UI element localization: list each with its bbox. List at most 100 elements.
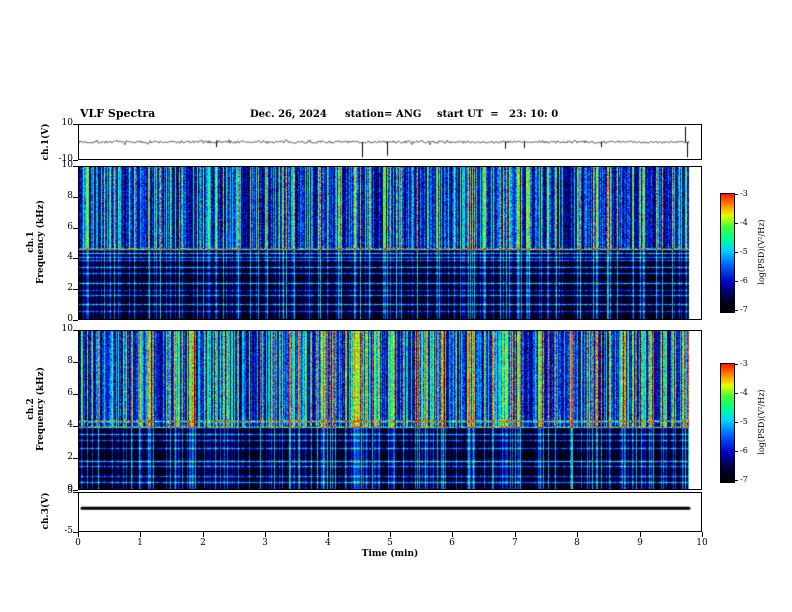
x-axis-title: Time (min) [361, 549, 419, 559]
y-tick-label: 4 [67, 252, 73, 263]
y-tick-label: 0 [67, 314, 73, 324]
y-tick-mark [73, 490, 78, 491]
colorbar-tick-mark [734, 194, 738, 195]
colorbar-ch1 [720, 193, 735, 313]
y-tick-mark [73, 492, 78, 493]
y-tick-mark [73, 330, 78, 331]
x-tick-mark [328, 532, 329, 537]
x-tick-label: 5 [387, 538, 393, 548]
y-tick-label: 8 [67, 356, 73, 366]
y-tick-mark [73, 166, 78, 167]
y-tick-label: 5 [67, 486, 73, 496]
y-tick-label: 10 [61, 324, 73, 334]
y-tick-label: 4 [67, 420, 73, 430]
ch2-frequency-axis-label-line2: Frequency (kHz) [36, 366, 46, 452]
y-tick-label: 10 [61, 160, 73, 170]
x-tick-mark [702, 532, 703, 537]
ch2-spectrogram-panel [78, 330, 702, 490]
ch1-frequency-axis-label-line1: ch.1 [26, 231, 36, 253]
ch1-spectrogram-canvas [79, 167, 701, 319]
y-tick-mark [73, 197, 78, 198]
colorbar-tick-mark [734, 223, 738, 224]
colorbar-tick-mark [734, 480, 738, 481]
x-tick-label: 9 [637, 538, 643, 548]
figure-title: VLF Spectra [80, 107, 156, 120]
ch3-voltage-axis-label: ch.3(V) [41, 492, 51, 530]
y-tick-mark [73, 426, 78, 427]
x-tick-mark [640, 532, 641, 537]
colorbar-tick-label: -7 [740, 305, 748, 314]
y-tick-label: 10 [61, 118, 73, 128]
ch1-frequency-axis-label-line2: Frequency (kHz) [36, 199, 46, 285]
start-ut-label: start UT = 23: 10: 0 [437, 109, 559, 120]
y-tick-mark [73, 362, 78, 363]
x-tick-label: 2 [200, 538, 206, 548]
x-tick-label: 8 [574, 538, 580, 548]
ch1-spectrogram-panel [78, 166, 702, 320]
y-tick-label: 6 [67, 388, 73, 398]
colorbar-tick-mark [734, 422, 738, 423]
colorbar-tick-label: -6 [740, 276, 748, 285]
ch1-waveform-canvas [79, 125, 701, 159]
y-tick-label: -5 [64, 526, 73, 536]
colorbar-tick-label: -7 [740, 475, 748, 484]
colorbar-tick-mark [734, 451, 738, 452]
colorbar-ch2 [720, 363, 735, 483]
colorbar-tick-label: -3 [740, 189, 748, 198]
colorbar-ch2-label: log(PSD)(V²/Hz) [757, 389, 766, 455]
ch2-spectrogram-canvas [79, 331, 701, 489]
y-tick-mark [73, 124, 78, 125]
x-tick-mark [78, 532, 79, 537]
colorbar-tick-mark [734, 364, 738, 365]
y-tick-label: 8 [67, 190, 73, 201]
x-tick-label: 7 [512, 538, 518, 548]
y-tick-label: 2 [67, 283, 73, 294]
x-tick-mark [265, 532, 266, 537]
y-tick-mark [73, 289, 78, 290]
colorbar-tick-label: -6 [740, 446, 748, 455]
x-tick-mark [203, 532, 204, 537]
x-tick-mark [390, 532, 391, 537]
x-tick-label: 4 [325, 538, 331, 548]
y-tick-label: 6 [67, 221, 73, 232]
colorbar-tick-mark [734, 252, 738, 253]
ch3-waveform-canvas [79, 493, 701, 531]
y-tick-label: -10 [58, 154, 74, 164]
x-tick-mark [140, 532, 141, 537]
y-tick-mark [73, 258, 78, 259]
ch1-frequency-axis-label: ch.1 Frequency (kHz) [26, 200, 46, 284]
colorbar-ch2-canvas [721, 364, 734, 482]
x-tick-label: 6 [449, 538, 455, 548]
x-tick-label: 3 [262, 538, 268, 548]
y-tick-mark [73, 458, 78, 459]
colorbar-tick-label: -5 [740, 247, 748, 256]
date-label: Dec. 26, 2024 [250, 109, 327, 120]
y-tick-label: 0 [67, 484, 73, 494]
x-tick-label: 1 [137, 538, 143, 548]
colorbar-tick-mark [734, 281, 738, 282]
ch2-frequency-axis-label-line1: ch.2 [26, 398, 36, 420]
x-tick-mark [577, 532, 578, 537]
x-tick-label: 10 [696, 538, 708, 548]
y-tick-mark [73, 228, 78, 229]
y-tick-label: 2 [67, 452, 73, 462]
colorbar-tick-mark [734, 310, 738, 311]
station-label: station= ANG [345, 109, 422, 120]
colorbar-tick-label: -5 [740, 417, 748, 426]
colorbar-tick-mark [734, 393, 738, 394]
x-tick-mark [452, 532, 453, 537]
ch1-waveform-panel [78, 124, 702, 160]
y-tick-mark [73, 320, 78, 321]
y-tick-mark [73, 160, 78, 161]
x-tick-mark [515, 532, 516, 537]
colorbar-tick-label: -3 [740, 359, 748, 368]
colorbar-tick-label: -4 [740, 388, 748, 397]
colorbar-tick-label: -4 [740, 218, 748, 227]
y-tick-mark [73, 394, 78, 395]
y-tick-mark [73, 532, 78, 533]
colorbar-ch1-label: log(PSD)(V²/Hz) [757, 219, 766, 285]
ch3-waveform-panel [78, 492, 702, 532]
colorbar-ch1-canvas [721, 194, 734, 312]
x-tick-label: 0 [75, 538, 81, 548]
